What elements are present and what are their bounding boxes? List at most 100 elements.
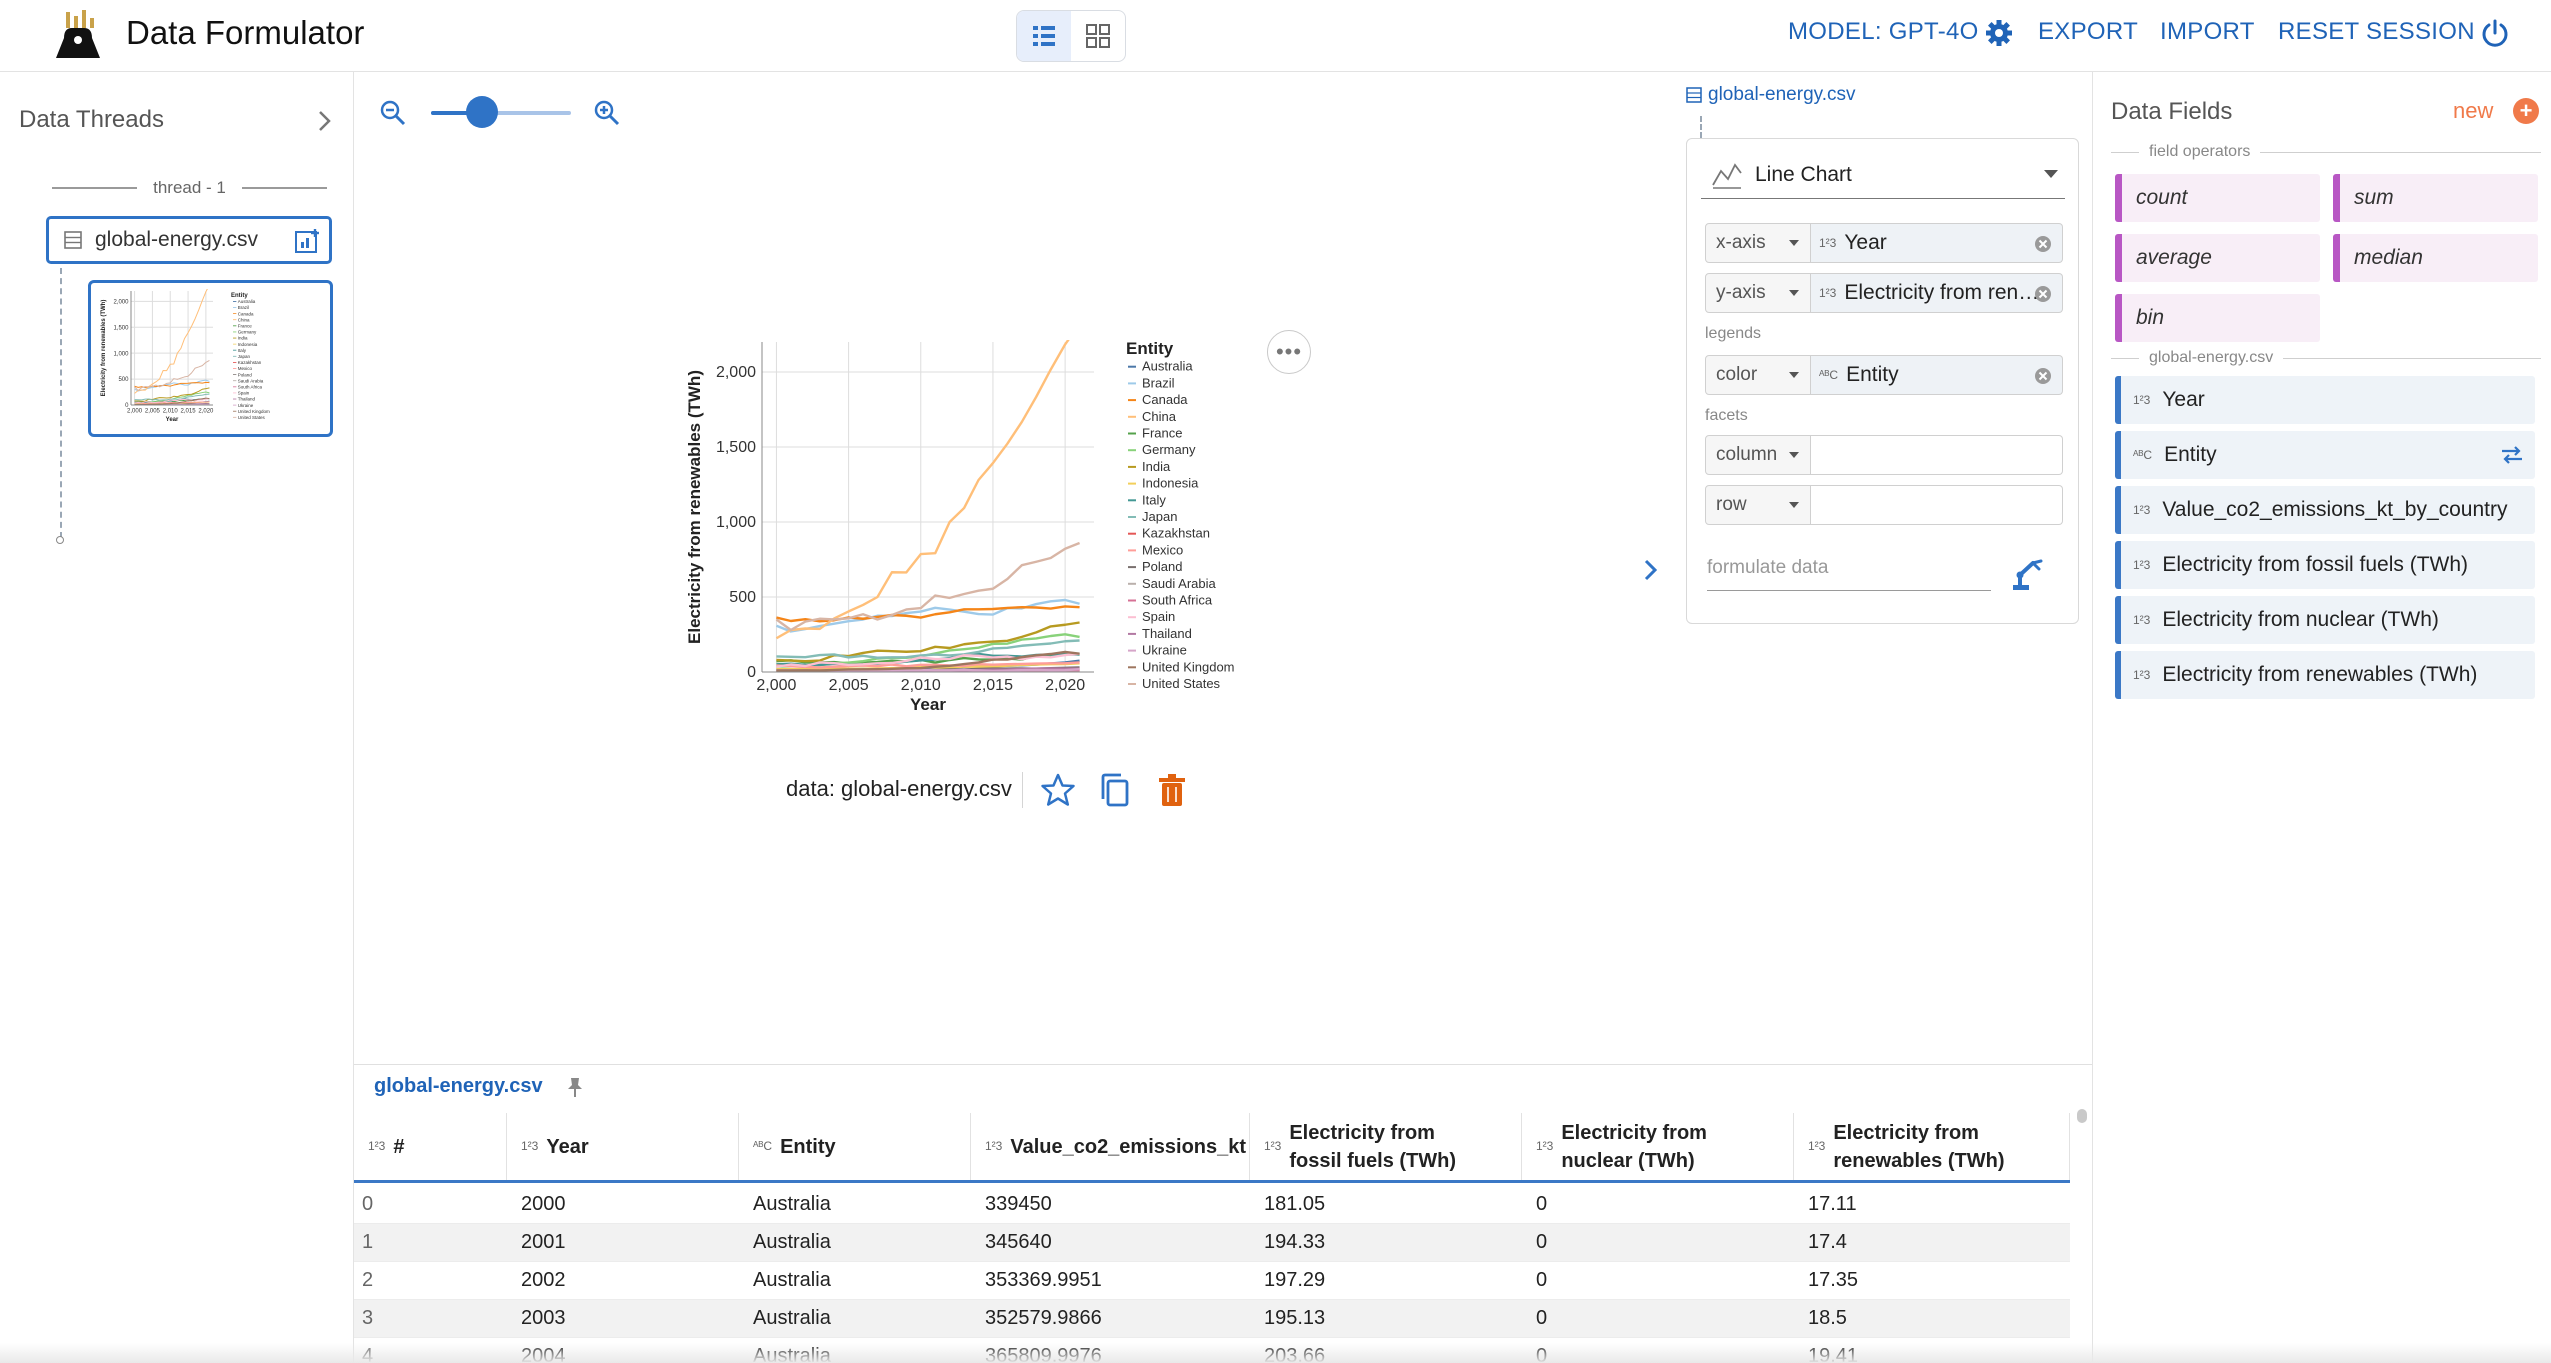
x-tick-label: 2,015: [181, 409, 197, 415]
add-chart-icon[interactable]: [293, 227, 321, 255]
field-year[interactable]: 1²3 Year: [2115, 376, 2535, 424]
model-selector-button[interactable]: MODEL: GPT-4O: [1788, 18, 1979, 45]
zoom-slider-fill: [431, 111, 483, 115]
x-tick-label: 2,005: [145, 409, 161, 415]
row-channel-select[interactable]: row: [1705, 485, 1811, 525]
x-axis-channel-select[interactable]: x-axis: [1705, 223, 1811, 263]
x-axis-field-slot[interactable]: 1²3 Year: [1811, 223, 2063, 263]
facets-section-label: facets: [1705, 407, 1748, 424]
reset-session-button[interactable]: RESET SESSION: [2278, 18, 2475, 45]
cell-index: 0: [362, 1193, 374, 1215]
color-field-slot[interactable]: ᴬᴮC Entity: [1811, 355, 2063, 395]
table-row[interactable]: 2 2002 Australia 353369.9951 197.29 0 17.35: [354, 1262, 2070, 1300]
field-co2-emissions[interactable]: 1²3 Value_co2_emissions_kt_by_country: [2115, 486, 2535, 534]
row-field-slot[interactable]: [1811, 485, 2063, 525]
list-view-button[interactable]: [1017, 11, 1071, 61]
legend-label: China: [238, 317, 250, 322]
zoom-slider-handle[interactable]: [466, 96, 498, 128]
cell-year: 2000: [521, 1193, 566, 1215]
operator-median[interactable]: median: [2333, 234, 2538, 282]
y-tick-label: 500: [729, 589, 756, 606]
view-toggle: [1016, 10, 1126, 62]
cell-year: 2001: [521, 1231, 566, 1253]
clear-icon[interactable]: [2034, 367, 2052, 385]
chart-actions-divider: [1022, 772, 1023, 808]
formulate-data-input[interactable]: formulate data: [1707, 547, 1991, 591]
zoom-slider-track[interactable]: [431, 111, 571, 115]
y-axis-channel-select[interactable]: y-axis: [1705, 273, 1811, 313]
add-circle-icon[interactable]: +: [2513, 98, 2539, 124]
pin-icon[interactable]: [564, 1075, 586, 1099]
grid-view-button[interactable]: [1071, 11, 1125, 61]
column-header-nuclear[interactable]: 1²3 Electricity from nuclear (TWh): [1522, 1113, 1794, 1180]
chart-thumbnail[interactable]: 0 500 1,000 1,500 2,000 2,000 2,005 2,010 2,015 2…: [88, 280, 333, 437]
y-axis-field-slot[interactable]: 1²3 Electricity from renewables (TWh): [1811, 273, 2063, 313]
field-name: Year: [2162, 388, 2205, 411]
power-icon[interactable]: [2480, 18, 2510, 48]
field-renewables[interactable]: 1²3 Electricity from renewables (TWh): [2115, 651, 2535, 699]
top-bar: Data Formulator MODEL: GPT-4O EXPORT: [0, 0, 2551, 72]
numeric-type-icon: 1²3: [1819, 236, 1837, 250]
table-row[interactable]: 0 2000 Australia 339450 181.05 0 17.11: [354, 1186, 2070, 1224]
legend-title: Entity: [1126, 339, 1174, 358]
cell-entity: Australia: [753, 1269, 831, 1291]
new-field-label[interactable]: new: [2453, 98, 2494, 123]
swap-icon[interactable]: [2499, 443, 2525, 467]
clear-icon[interactable]: [2034, 235, 2052, 253]
zoom-in-icon[interactable]: [592, 98, 622, 128]
data-table-panel: global-energy.csv 1²3 # 1²3 Year ᴬᴮC Ent…: [354, 1064, 2092, 1363]
import-button[interactable]: IMPORT: [2160, 18, 2255, 45]
column-header-renewables[interactable]: 1²3 Electricity from renewables (TWh): [1794, 1113, 2070, 1180]
table-row[interactable]: 3 2003 Australia 352579.9866 195.13 0 18.5: [354, 1300, 2070, 1338]
gear-icon[interactable]: [1984, 18, 2014, 48]
clear-icon[interactable]: [2034, 285, 2052, 303]
operator-bin[interactable]: bin: [2115, 294, 2320, 342]
encoding-source-name: global-energy.csv: [1708, 84, 1856, 105]
operator-average[interactable]: average: [2115, 234, 2320, 282]
grid-view-icon: [1086, 24, 1110, 48]
column-field-slot[interactable]: [1811, 435, 2063, 475]
operator-sum[interactable]: sum: [2333, 174, 2538, 222]
x-axis-channel-label: x-axis: [1716, 232, 1766, 253]
color-channel-label: color: [1716, 364, 1758, 385]
zoom-out-icon[interactable]: [378, 98, 408, 128]
copy-icon[interactable]: [1097, 772, 1133, 808]
thread-end-dot: [56, 536, 64, 544]
legend-label: South Africa: [1142, 593, 1213, 608]
cell-year: 2003: [521, 1307, 566, 1329]
chart-type-select[interactable]: Line Chart: [1701, 151, 2065, 199]
column-header-entity[interactable]: ᴬᴮC Entity: [739, 1113, 971, 1180]
star-icon[interactable]: [1040, 772, 1076, 808]
color-channel-select[interactable]: color: [1705, 355, 1811, 395]
cell-year: 2002: [521, 1269, 566, 1291]
table-row[interactable]: 1 2001 Australia 345640 194.33 0 17.4: [354, 1224, 2070, 1262]
legend-label: Poland: [238, 372, 253, 377]
field-fossil-fuels[interactable]: 1²3 Electricity from fossil fuels (TWh): [2115, 541, 2535, 589]
encoding-source[interactable]: global-energy.csv: [1686, 84, 1856, 106]
thread-table-card[interactable]: global-energy.csv: [46, 216, 332, 264]
operator-count[interactable]: count: [2115, 174, 2320, 222]
precision-manufacturing-icon[interactable]: [2009, 555, 2047, 593]
legend-label: Indonesia: [1142, 476, 1199, 491]
column-header-index[interactable]: 1²3 #: [354, 1113, 507, 1180]
chart-more-button[interactable]: •••: [1267, 330, 1311, 374]
column-channel-select[interactable]: column: [1705, 435, 1811, 475]
main-line-chart[interactable]: 0 500 1,000 1,500 2,000 2,000 2,005 2,010 2,015 2…: [670, 326, 1320, 736]
table-scrollbar[interactable]: [2077, 1109, 2087, 1123]
x-tick-label: 2,020: [1045, 677, 1085, 694]
y-axis-title: Electricity from renewables (TWh): [101, 300, 107, 397]
field-nuclear[interactable]: 1²3 Electricity from nuclear (TWh): [2115, 596, 2535, 644]
column-header-year[interactable]: 1²3 Year: [507, 1113, 739, 1180]
cell-index: 1: [362, 1231, 374, 1253]
column-header-co2[interactable]: 1²3 Value_co2_emissions_kt: [971, 1113, 1250, 1180]
delete-icon[interactable]: [1154, 772, 1190, 808]
chevron-right-icon[interactable]: [1640, 556, 1662, 584]
column-header-fossil[interactable]: 1²3 Electricity from fossil fuels (TWh): [1250, 1113, 1522, 1180]
field-entity[interactable]: ᴬᴮC Entity: [2115, 431, 2535, 479]
export-button[interactable]: EXPORT: [2038, 18, 2139, 45]
series-line-canada: [776, 605, 1080, 623]
series-line-spain: [134, 398, 210, 404]
bottom-edge: [0, 1343, 2551, 1363]
chevron-right-icon[interactable]: [315, 108, 335, 134]
y-tick-label: 1,000: [716, 514, 756, 531]
